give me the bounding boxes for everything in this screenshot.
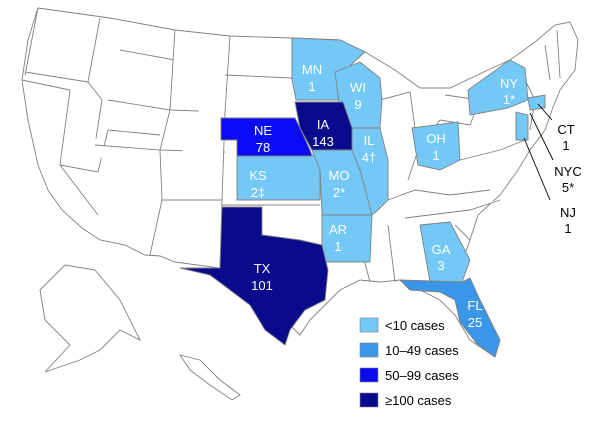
state-IA xyxy=(294,101,353,151)
label-ar-abbr: AR xyxy=(329,222,347,237)
state-NJ xyxy=(515,111,529,141)
state-OH xyxy=(411,121,461,171)
label-ar-count: 1 xyxy=(334,239,341,254)
label-ny-count: 1* xyxy=(503,92,515,107)
state-line xyxy=(387,224,396,283)
label-mo-count: 2* xyxy=(333,185,345,200)
label-fl-count: 25 xyxy=(468,315,482,330)
state-line xyxy=(224,74,293,79)
label-il-count: 4† xyxy=(362,150,376,165)
label-ne-abbr: NE xyxy=(254,123,272,138)
label-ks-abbr: KS xyxy=(249,168,267,183)
legend-swatch-2 xyxy=(359,367,379,383)
state-line xyxy=(107,129,161,136)
label-tx-count: 101 xyxy=(251,278,273,293)
label-mo-abbr: MO xyxy=(329,168,350,183)
state-line xyxy=(387,189,491,201)
label-tx-abbr: TX xyxy=(254,261,271,276)
label-nj-count: 1 xyxy=(564,221,571,236)
state-line xyxy=(404,199,501,219)
state-TX xyxy=(179,206,329,346)
callout-lines xyxy=(523,103,554,201)
callout-line-nyc xyxy=(529,112,554,161)
state-FL xyxy=(398,277,501,358)
label-ga-abbr: GA xyxy=(432,242,451,257)
state-line xyxy=(59,129,109,173)
hawaii xyxy=(178,354,241,401)
tier1-states xyxy=(236,37,546,283)
legend: <10 cases 10–49 cases 50–99 cases ≥100 c… xyxy=(359,317,459,408)
state-line xyxy=(87,17,103,146)
state-line xyxy=(21,79,99,216)
state-labels: MN 1 WI 9 IA 143 NE 78 KS 2‡ MO 2* IL 4†… xyxy=(249,62,518,330)
callout-line-nj xyxy=(523,137,551,201)
legend-swatch-1 xyxy=(359,342,379,358)
label-mn-count: 1 xyxy=(308,79,315,94)
state-line xyxy=(94,144,163,256)
state-line xyxy=(107,49,176,111)
legend-label-2: 50–99 cases xyxy=(385,368,459,383)
legend-label-0: <10 cases xyxy=(385,318,445,333)
label-ia-count: 143 xyxy=(312,134,334,149)
state-IL xyxy=(351,127,389,216)
label-nj-abbr: NJ xyxy=(560,205,576,220)
state-line xyxy=(459,139,526,161)
callout-labels: CT 1 NYC 5* NJ 1 xyxy=(554,122,581,236)
state-line xyxy=(454,224,471,241)
label-fl-abbr: FL xyxy=(467,298,482,313)
state-GA xyxy=(419,221,471,283)
label-oh-abbr: OH xyxy=(426,131,446,146)
label-ny-abbr: NY xyxy=(500,76,518,91)
label-ga-count: 3 xyxy=(437,258,444,273)
state-line xyxy=(24,7,39,76)
legend-label-1: 10–49 cases xyxy=(385,343,459,358)
legend-swatch-0 xyxy=(359,317,379,333)
state-line xyxy=(556,29,561,79)
label-oh-count: 1 xyxy=(432,148,439,163)
label-ks-count: 2‡ xyxy=(251,185,265,200)
label-ct-abbr: CT xyxy=(557,122,574,137)
label-il-abbr: IL xyxy=(364,133,375,148)
legend-swatch-3 xyxy=(359,392,379,408)
state-line xyxy=(379,91,419,181)
legend-label-3: ≥100 cases xyxy=(385,393,452,408)
label-wi-abbr: WI xyxy=(350,80,366,95)
state-line xyxy=(24,71,89,83)
state-NE xyxy=(220,117,313,157)
label-ct-count: 1 xyxy=(562,138,569,153)
label-nyc-abbr: NYC xyxy=(554,164,581,179)
label-wi-count: 9 xyxy=(354,97,361,112)
callout-line-ct xyxy=(537,103,553,121)
state-line xyxy=(544,44,551,81)
state-line xyxy=(162,35,231,201)
state-CT xyxy=(527,94,546,111)
label-nyc-count: 5* xyxy=(562,180,574,195)
label-mn-abbr: MN xyxy=(302,62,322,77)
label-ia-abbr: IA xyxy=(317,117,330,132)
alaska xyxy=(39,264,142,373)
label-ne-count: 78 xyxy=(256,140,270,155)
